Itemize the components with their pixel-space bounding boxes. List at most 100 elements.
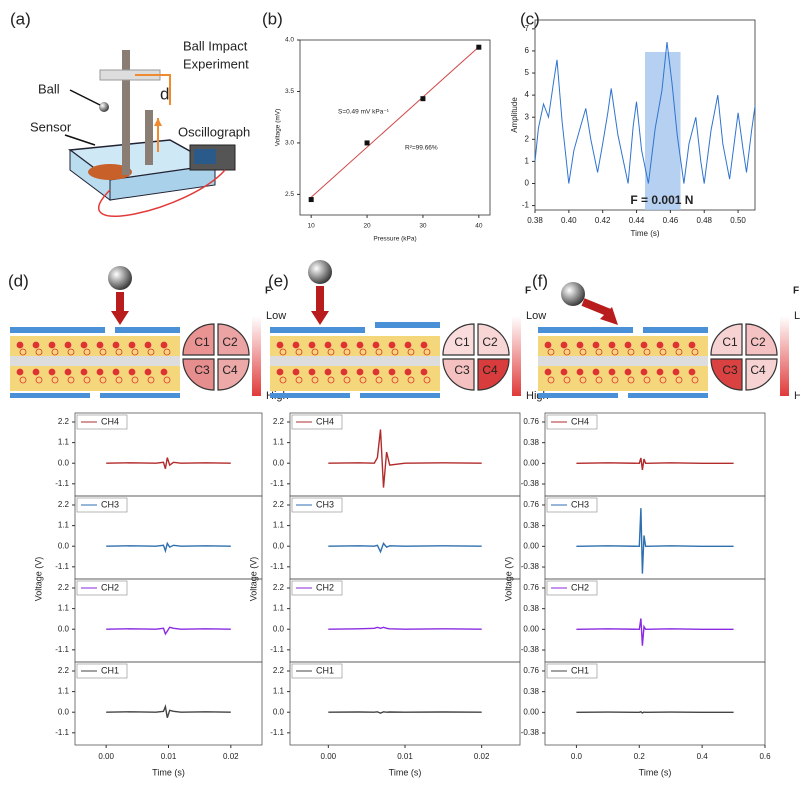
charge <box>656 368 664 376</box>
sensor-label: Sensor <box>30 119 72 134</box>
charge <box>688 368 696 376</box>
charge <box>83 348 91 356</box>
charge <box>163 348 171 356</box>
x-axis-label: Time (s) <box>152 767 185 777</box>
x-tick-label: 0.02 <box>223 752 239 761</box>
charge <box>611 376 619 384</box>
y-tick-label: 1.1 <box>273 687 285 696</box>
charge <box>624 368 632 376</box>
charge <box>131 376 139 384</box>
quadrant <box>477 323 510 356</box>
legend-label: CH3 <box>571 499 589 509</box>
x-tick-label: 0.00 <box>321 752 337 761</box>
quadrant-label: C2 <box>482 335 498 349</box>
charge <box>324 341 332 349</box>
sensor-core <box>10 356 180 366</box>
channel-line <box>576 711 734 714</box>
channel-line <box>328 429 482 488</box>
impact-arrow <box>581 298 612 317</box>
y-tick-label: 1.1 <box>273 521 285 530</box>
y-axis-label: Voltage (mV) <box>275 109 282 147</box>
charge <box>80 368 88 376</box>
charge <box>67 348 75 356</box>
quadrant <box>745 358 778 391</box>
scale-low: Low <box>526 310 546 322</box>
legend-box <box>546 414 598 430</box>
quadrant-label: C4 <box>222 363 238 377</box>
y-tick-label: 4.0 <box>285 37 294 44</box>
scope-label: Oscillograph <box>178 124 250 139</box>
ball-label: Ball <box>38 81 60 96</box>
charge <box>563 376 571 384</box>
legend-box <box>546 580 598 596</box>
y-tick-label: 1 <box>525 157 530 166</box>
y-tick-label: -0.38 <box>521 562 540 571</box>
charge <box>292 368 300 376</box>
y-tick-label: -0.38 <box>521 479 540 488</box>
y-tick-label: 3.5 <box>285 88 294 95</box>
charge <box>372 341 380 349</box>
charge <box>544 341 552 349</box>
charge <box>672 341 680 349</box>
y-axis-label: Voltage (V) <box>33 557 43 602</box>
quadrant-label: C4 <box>750 363 766 377</box>
charge <box>292 341 300 349</box>
setup-title: Experiment <box>183 56 249 71</box>
channel-line <box>328 542 482 554</box>
charge <box>308 341 316 349</box>
charge <box>643 376 651 384</box>
y-tick-label: -1.1 <box>55 562 69 571</box>
charge <box>276 368 284 376</box>
charge <box>19 376 27 384</box>
charge <box>80 341 88 349</box>
charge <box>115 348 123 356</box>
impact-arrowhead <box>600 307 618 325</box>
channel-line <box>106 626 231 636</box>
legend-label: CH1 <box>571 665 589 675</box>
quadrant-label: C1 <box>722 335 738 349</box>
charge <box>640 341 648 349</box>
legend-label: CH4 <box>316 416 334 426</box>
charge <box>640 368 648 376</box>
charge <box>627 376 635 384</box>
y-tick-label: 0.76 <box>523 666 539 675</box>
y-tick-label: 6 <box>525 46 530 55</box>
x-tick-label: 0.6 <box>759 752 771 761</box>
charge <box>128 368 136 376</box>
charge <box>295 376 303 384</box>
charge <box>579 376 587 384</box>
y-tick-label: -1 <box>522 201 530 210</box>
impact-arrowhead <box>311 311 329 325</box>
charge <box>327 376 335 384</box>
charge <box>691 348 699 356</box>
charge <box>592 341 600 349</box>
y-tick-label: -0.38 <box>521 728 540 737</box>
y-tick-label: 1.1 <box>58 521 70 530</box>
charge <box>340 341 348 349</box>
charge <box>375 348 383 356</box>
charge <box>560 368 568 376</box>
panel-label: (f) <box>532 271 548 290</box>
y-tick-label: 1.1 <box>58 604 70 613</box>
y-tick-label: -1.1 <box>270 728 284 737</box>
channel-line <box>106 541 231 554</box>
quadrant-label: C1 <box>454 335 470 349</box>
charge <box>388 368 396 376</box>
charge <box>35 348 43 356</box>
charge <box>279 348 287 356</box>
charge <box>675 376 683 384</box>
charge <box>691 376 699 384</box>
y-tick-label: 7 <box>525 24 530 33</box>
y-tick-label: 0.0 <box>273 458 285 467</box>
legend-box <box>76 663 128 679</box>
y-tick-label: 3.0 <box>285 140 294 147</box>
plot-frame <box>299 39 491 216</box>
charge <box>624 341 632 349</box>
charge <box>659 376 667 384</box>
x-tick-label: 0.4 <box>697 752 709 761</box>
y-tick-label: 2.2 <box>273 583 285 592</box>
legend-box <box>76 414 128 430</box>
legend-box <box>546 497 598 513</box>
